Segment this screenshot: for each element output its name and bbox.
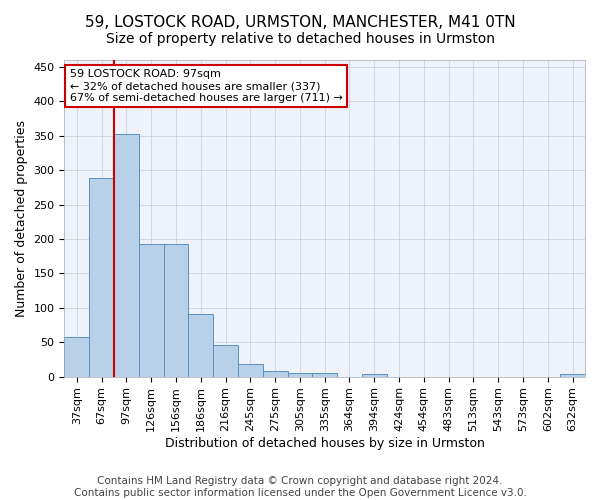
Bar xyxy=(89,178,114,376)
Bar xyxy=(114,134,139,376)
Bar xyxy=(287,373,313,376)
Text: 59 LOSTOCK ROAD: 97sqm
← 32% of detached houses are smaller (337)
67% of semi-de: 59 LOSTOCK ROAD: 97sqm ← 32% of detached… xyxy=(70,70,343,102)
Bar xyxy=(164,244,188,376)
Text: Contains HM Land Registry data © Crown copyright and database right 2024.
Contai: Contains HM Land Registry data © Crown c… xyxy=(74,476,526,498)
Bar xyxy=(139,244,164,376)
Text: 59, LOSTOCK ROAD, URMSTON, MANCHESTER, M41 0TN: 59, LOSTOCK ROAD, URMSTON, MANCHESTER, M… xyxy=(85,15,515,30)
Bar xyxy=(64,338,89,376)
Bar xyxy=(313,373,337,376)
Text: Size of property relative to detached houses in Urmston: Size of property relative to detached ho… xyxy=(106,32,494,46)
Bar xyxy=(560,374,585,376)
Bar xyxy=(188,314,213,376)
Bar xyxy=(238,364,263,376)
Y-axis label: Number of detached properties: Number of detached properties xyxy=(15,120,28,317)
Bar xyxy=(213,345,238,376)
Bar xyxy=(263,371,287,376)
X-axis label: Distribution of detached houses by size in Urmston: Distribution of detached houses by size … xyxy=(165,437,485,450)
Bar xyxy=(362,374,386,376)
